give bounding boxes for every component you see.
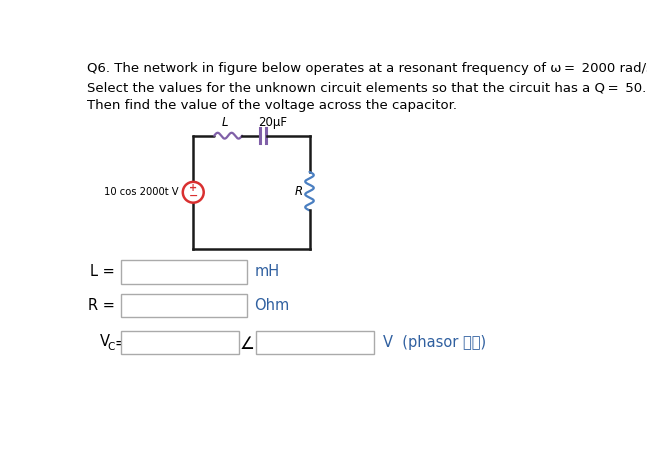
FancyBboxPatch shape [121, 294, 247, 318]
Text: ∠: ∠ [239, 335, 254, 353]
Text: mH: mH [254, 265, 280, 280]
Text: L: L [222, 116, 228, 129]
FancyBboxPatch shape [256, 331, 374, 354]
Text: Q6. The network in figure below operates at a resonant frequency of ω = 2000 rad: Q6. The network in figure below operates… [87, 62, 647, 75]
Circle shape [183, 182, 204, 203]
Text: Then find the value of the voltage across the capacitor.: Then find the value of the voltage acros… [87, 99, 457, 112]
Text: V: V [100, 334, 109, 349]
FancyBboxPatch shape [121, 331, 239, 354]
Text: C: C [107, 342, 115, 352]
Text: −: − [188, 191, 198, 201]
Text: R: R [294, 185, 303, 197]
Text: Ohm: Ohm [254, 298, 290, 314]
FancyBboxPatch shape [121, 260, 247, 283]
Text: +: + [189, 183, 197, 193]
Text: V  (phasor 형식): V (phasor 형식) [383, 335, 487, 351]
Text: 10 cos 2000t V: 10 cos 2000t V [104, 186, 179, 197]
Text: 20μF: 20μF [258, 116, 287, 129]
Text: =: = [115, 335, 127, 351]
Text: L =: L = [90, 265, 115, 280]
Text: Select the values for the unknown circuit elements so that the circuit has a Q =: Select the values for the unknown circui… [87, 82, 646, 95]
Text: R =: R = [88, 298, 115, 314]
